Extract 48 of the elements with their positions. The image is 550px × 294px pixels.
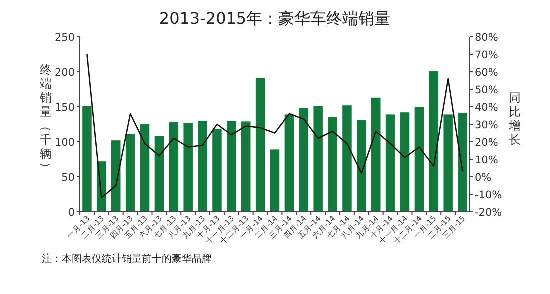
line-series bbox=[86, 54, 464, 199]
bar bbox=[284, 114, 294, 212]
bar bbox=[126, 134, 136, 212]
bar bbox=[342, 106, 352, 212]
bar bbox=[270, 150, 280, 212]
bar bbox=[444, 114, 453, 212]
y-tick-label: 200 bbox=[54, 67, 75, 79]
bar bbox=[241, 122, 251, 212]
bar bbox=[371, 98, 381, 212]
bar bbox=[429, 71, 439, 212]
bar bbox=[154, 136, 164, 212]
text: 注：本图表仅统计销量前十的豪华品牌 bbox=[42, 253, 212, 265]
y-axis-title: 终端销量（千辆） bbox=[39, 63, 53, 174]
bar bbox=[299, 108, 309, 212]
y-tick-label: 150 bbox=[54, 102, 75, 114]
y-tick-label: 50 bbox=[62, 172, 75, 184]
bar bbox=[357, 120, 366, 212]
bar bbox=[458, 113, 468, 212]
y-tick-label: 100 bbox=[54, 137, 75, 149]
y2-tick-label: 80% bbox=[475, 32, 498, 44]
y2-tick-label: 40% bbox=[475, 102, 498, 114]
bar bbox=[198, 121, 208, 212]
y2-tick-label: 50% bbox=[475, 84, 498, 96]
bar bbox=[111, 140, 121, 212]
y2-tick-label: 70% bbox=[475, 50, 498, 62]
bar bbox=[314, 106, 323, 212]
bar bbox=[169, 122, 179, 212]
bar bbox=[82, 106, 92, 212]
y-tick-label: 250 bbox=[54, 32, 75, 44]
bar bbox=[386, 114, 396, 212]
y2-tick-label: -20% bbox=[475, 207, 502, 219]
y2-tick-label: 20% bbox=[475, 137, 498, 149]
chart-title: 2013-2015年：豪华车终端销量 bbox=[159, 9, 391, 28]
y2-axis-title: 同比增长 bbox=[508, 91, 521, 147]
bar bbox=[256, 78, 266, 212]
bar bbox=[414, 107, 424, 212]
y2-tick-label: -10% bbox=[475, 190, 502, 202]
y2-tick-label: 10% bbox=[475, 154, 498, 166]
y-tick-label: 0 bbox=[68, 207, 75, 219]
bar bbox=[140, 124, 150, 212]
bar bbox=[212, 129, 222, 212]
bar bbox=[227, 121, 236, 212]
bar bbox=[328, 118, 338, 212]
bar bbox=[400, 112, 410, 212]
y2-tick-label: 0% bbox=[475, 172, 492, 184]
bar bbox=[184, 123, 193, 212]
y2-tick-label: 30% bbox=[475, 120, 498, 132]
y2-tick-label: 60% bbox=[475, 67, 498, 79]
